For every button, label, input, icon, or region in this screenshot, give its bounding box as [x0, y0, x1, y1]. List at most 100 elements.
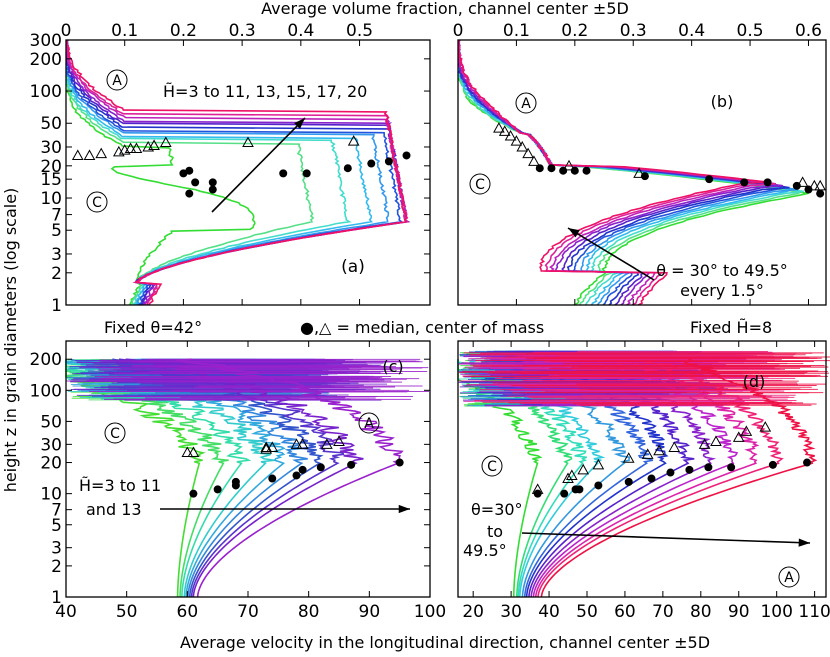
center-of-mass-point	[710, 435, 722, 446]
median-point	[705, 175, 714, 184]
x-tick-label: 40	[55, 602, 77, 622]
region-label: C	[487, 459, 497, 475]
median-point	[292, 471, 301, 480]
x-tick-label: 60	[614, 602, 636, 622]
x-tick-label: 80	[298, 602, 320, 622]
center-of-mass-point	[266, 441, 279, 452]
x-tick-label: 20	[462, 602, 484, 622]
center-of-mass-point	[641, 448, 654, 459]
annotation: every 1.5°	[680, 281, 764, 300]
x-tick-label: 0.4	[287, 21, 314, 41]
trend-arrow-head	[798, 538, 810, 547]
y-tick-label: 100	[30, 82, 62, 102]
y-tick-label: 2	[51, 264, 62, 284]
y-tick-label: 1	[51, 296, 62, 316]
x-tick-label: 50	[576, 602, 598, 622]
series-line	[540, 358, 818, 598]
y-tick-label: 50	[40, 412, 62, 432]
x-tick-label: 0.5	[737, 21, 764, 41]
fixed-h-label: Fixed H̃=8	[690, 318, 772, 337]
x-tick-label: 70	[652, 602, 674, 622]
x-tick-label: 70	[237, 602, 259, 622]
region-label-ring	[86, 191, 108, 213]
bottom-axis-title: Average velocity in the longitudinal dir…	[180, 633, 710, 652]
y-tick-label: 5	[51, 516, 62, 536]
median-point	[384, 157, 393, 166]
x-tick-label: 0.6	[795, 21, 822, 41]
center-of-mass-point	[565, 469, 578, 480]
x-tick-label: 0.5	[346, 21, 373, 41]
region-label-ring	[358, 412, 380, 434]
y-tick-label: 20	[40, 454, 62, 474]
median-point	[316, 463, 325, 472]
region-label-ring	[469, 173, 491, 195]
median-point	[208, 185, 217, 194]
panel-label: (c)	[382, 357, 403, 376]
center-of-mass-point	[71, 149, 84, 160]
y-tick-label: 10	[40, 189, 62, 209]
median-point	[343, 164, 352, 173]
annotation: and 13	[86, 500, 142, 519]
center-of-mass-point	[796, 176, 809, 187]
y-tick-label: 10	[40, 485, 62, 505]
median-point	[560, 489, 569, 498]
x-tick-label: 30	[500, 602, 522, 622]
center-of-mass-point	[732, 431, 745, 442]
region-label-ring	[106, 69, 128, 91]
median-point	[535, 164, 544, 173]
annotation: θ=30°	[471, 500, 523, 519]
median-point	[298, 465, 307, 474]
series-line	[65, 39, 408, 306]
trend-arrow-head	[568, 228, 580, 238]
center-of-mass-point	[592, 458, 605, 470]
trend-arrow	[521, 532, 811, 544]
y-tick-label: 7	[51, 206, 62, 226]
x-tick-label: 90	[728, 602, 750, 622]
center-of-mass-point	[562, 472, 574, 484]
trend-arrow-head	[294, 118, 305, 129]
center-of-mass-point	[622, 452, 635, 463]
median-point	[570, 166, 579, 175]
center-of-mass-point	[148, 139, 160, 150]
center-of-mass-point	[187, 446, 200, 458]
center-of-mass-point	[290, 438, 303, 449]
panel-label: (d)	[743, 372, 766, 391]
y-tick-label: 20	[40, 157, 62, 177]
region-label: A	[521, 96, 531, 112]
center-of-mass-point	[577, 463, 590, 475]
panel-b: 0 0.1 0.2 0.3 0.4 0.5 0.6 A C (b) θ = 30° to 49.5°…	[453, 21, 827, 306]
median-point	[685, 465, 694, 474]
median-point	[816, 189, 825, 198]
median-point	[559, 166, 568, 175]
y-tick-label: 200	[30, 50, 62, 70]
trend-arrow	[567, 227, 655, 281]
median-point	[191, 178, 200, 187]
series-line	[65, 40, 373, 306]
center-of-mass-point	[242, 136, 254, 148]
center-of-mass-point	[159, 136, 172, 148]
median-point	[185, 189, 194, 198]
center-of-mass-point	[522, 147, 534, 159]
center-of-mass-point	[95, 147, 108, 159]
y-tick-label: 1	[51, 588, 62, 608]
center-of-mass-point	[808, 179, 821, 191]
region-label: C	[92, 195, 102, 211]
median-point	[231, 477, 240, 486]
center-of-mass-point	[296, 438, 309, 449]
x-tick-label: 40	[538, 602, 560, 622]
median-point	[647, 474, 656, 483]
panel-label: (b)	[711, 92, 734, 111]
median-point	[640, 172, 649, 181]
legend-note: ●,△ = median, center of mass	[300, 318, 544, 337]
region-label-ring	[481, 455, 503, 477]
y-tick-label: 200	[30, 350, 62, 370]
y-tick-label: 30	[40, 138, 62, 158]
x-tick-label: 80	[690, 602, 712, 622]
center-of-mass-point	[563, 159, 575, 171]
center-of-mass-point	[531, 483, 544, 494]
y-tick-label: 50	[40, 114, 62, 134]
median-point	[547, 164, 556, 173]
median-point	[402, 151, 411, 160]
